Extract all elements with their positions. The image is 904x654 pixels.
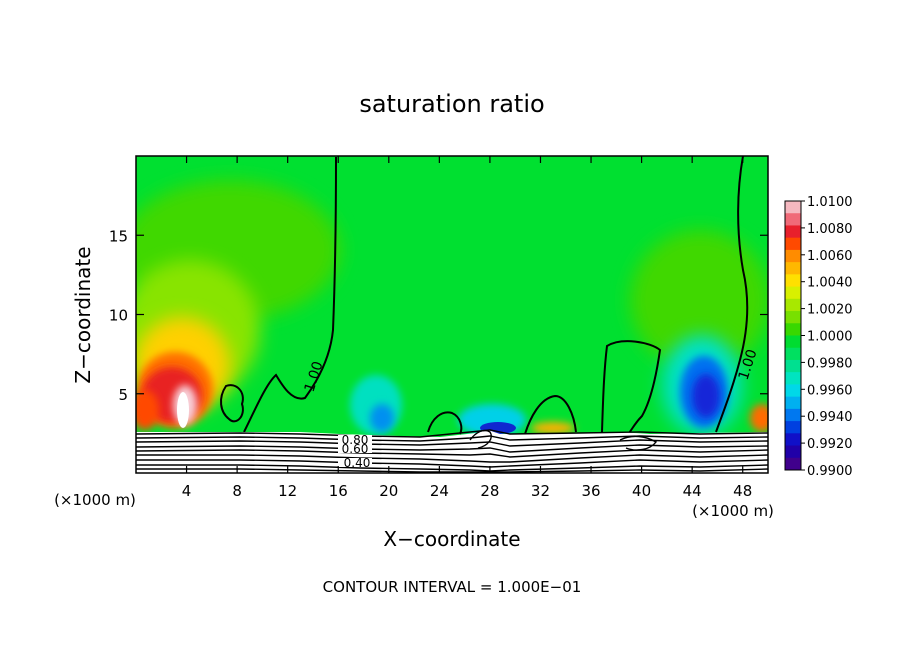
surface-contours bbox=[136, 429, 768, 473]
red-edge-left bbox=[136, 390, 159, 430]
colorbar-swatch bbox=[785, 249, 801, 263]
contour-label-bg-2 bbox=[338, 444, 372, 453]
y-axis-title: Z−coordinate bbox=[71, 246, 95, 383]
colorbar-swatch bbox=[785, 298, 801, 312]
x-unit-label: (×1000 m) bbox=[54, 491, 136, 509]
colorbar-swatch bbox=[785, 213, 801, 226]
colorbar-swatch bbox=[785, 311, 801, 324]
colorbar-tick-label: 1.0000 bbox=[807, 330, 853, 345]
field-anomalies bbox=[136, 180, 768, 436]
plot-area bbox=[136, 156, 768, 473]
x-tick-label: 20 bbox=[379, 482, 398, 500]
contour-1.00-bump-24km bbox=[427, 411, 463, 435]
y-tick-label: 5 bbox=[118, 386, 128, 404]
colorbar-swatch bbox=[785, 274, 801, 288]
colorbar-swatch bbox=[785, 433, 801, 447]
moist-band-right bbox=[630, 230, 768, 370]
colorbar-swatch bbox=[785, 445, 801, 459]
colorbar-swatch bbox=[785, 457, 801, 471]
x-tick-label: 28 bbox=[480, 482, 499, 500]
colorbar-swatch bbox=[785, 262, 801, 275]
contour-1.00-bump-32km bbox=[524, 394, 577, 435]
colorbar-swatch bbox=[785, 384, 801, 398]
orange-high-right bbox=[750, 404, 768, 432]
x-axis-title: X−coordinate bbox=[383, 527, 520, 551]
colorbar-tick-label: 0.9940 bbox=[807, 410, 853, 425]
contour-1.00-left bbox=[243, 156, 337, 433]
x-tick-label: 8 bbox=[232, 482, 242, 500]
x-tick-label: 48 bbox=[733, 482, 752, 500]
colorbar-swatch bbox=[785, 372, 801, 385]
x-tick-label: 40 bbox=[632, 482, 651, 500]
x-tick-label: 44 bbox=[683, 482, 702, 500]
y-axis: 5 10 15 bbox=[109, 227, 768, 404]
colorbar-tick-label: 1.0040 bbox=[807, 276, 853, 291]
colorbar-tick-label: 1.0060 bbox=[807, 249, 853, 264]
y-tick-label: 15 bbox=[109, 227, 128, 245]
contour-label: 0.80 bbox=[342, 433, 369, 447]
x-tick-label: 24 bbox=[430, 482, 449, 500]
contour-label: 0.40 bbox=[344, 456, 371, 470]
colorbar-tick-label: 1.0100 bbox=[807, 195, 853, 210]
x-axis: 4 8 12 16 20 24 28 32 36 40 44 48 bbox=[182, 156, 752, 500]
surface-white-fill bbox=[136, 430, 768, 473]
colorbar-swatch bbox=[785, 396, 801, 410]
contour-label-bg-3 bbox=[338, 458, 372, 467]
colorbar-swatch bbox=[785, 323, 801, 336]
saturation-contours bbox=[220, 156, 749, 435]
contour-label-bg-1 bbox=[338, 435, 372, 444]
colorbar-tick-label: 0.9960 bbox=[807, 383, 853, 398]
deep-blue-low-45 bbox=[692, 374, 720, 418]
colorbar-tick-label: 0.9920 bbox=[807, 437, 853, 452]
colorbar-swatch bbox=[785, 347, 801, 361]
colorbar-tick-label: 0.9900 bbox=[807, 464, 853, 479]
colorbar-tick-label: 1.0020 bbox=[807, 303, 853, 318]
contour-label: 0.60 bbox=[342, 442, 369, 456]
colorbar-tick-label: 1.0080 bbox=[807, 222, 853, 237]
contour-interval-note: CONTOUR INTERVAL = 1.000E−01 bbox=[323, 578, 582, 596]
colorbar-swatch bbox=[785, 421, 801, 434]
colorbar-tick-label: 0.9980 bbox=[807, 356, 853, 371]
colorbar-swatch bbox=[785, 359, 801, 373]
white-core-left bbox=[177, 392, 189, 428]
contour-1.00-loop-38km bbox=[601, 340, 662, 435]
surface-layer bbox=[136, 429, 768, 473]
chart-title: saturation ratio bbox=[359, 90, 544, 118]
y-tick-label: 10 bbox=[109, 307, 128, 325]
x-tick-label: 4 bbox=[182, 482, 192, 500]
colorbar-swatch bbox=[785, 286, 801, 300]
contour-1.00-small-loop-8km bbox=[220, 384, 244, 423]
x-tick-label: 36 bbox=[581, 482, 600, 500]
x-tick-label: 12 bbox=[278, 482, 297, 500]
blue-low-20 bbox=[370, 404, 394, 432]
contour-1.00-right bbox=[715, 156, 749, 433]
colorbar-swatch bbox=[785, 225, 801, 239]
colorbar-swatch bbox=[785, 335, 801, 349]
x-tick-label: 32 bbox=[531, 482, 550, 500]
colorbar-swatch bbox=[785, 237, 801, 251]
colorbar-swatch bbox=[785, 201, 801, 214]
colorbar: 1.0100 1.0080 1.0060 1.0040 1.0020 1.0000 0.99… bbox=[784, 195, 853, 479]
x-tick-label: 16 bbox=[329, 482, 348, 500]
colorbar-swatch bbox=[785, 408, 801, 422]
x-unit-label-right: (×1000 m) bbox=[692, 502, 774, 520]
yellow-high-33 bbox=[531, 422, 575, 434]
